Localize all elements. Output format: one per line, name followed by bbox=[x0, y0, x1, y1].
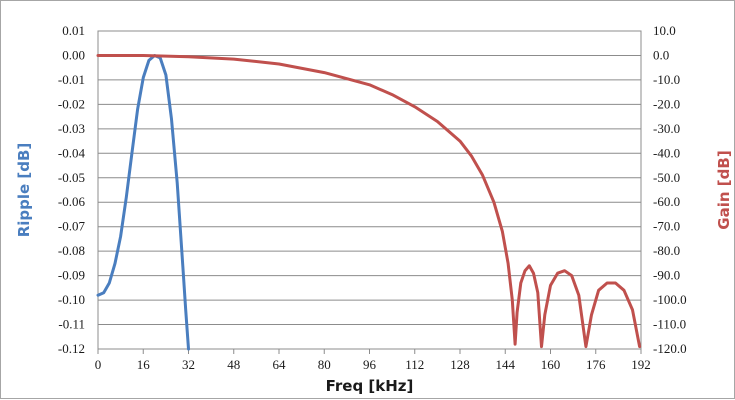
gain-series-line bbox=[96, 54, 642, 349]
x-tick-label: 144 bbox=[496, 357, 516, 372]
y-left-tick-label: -0.12 bbox=[58, 341, 85, 356]
y-right-tick-label: -90.0 bbox=[653, 268, 680, 283]
x-tick-label: 32 bbox=[182, 357, 195, 372]
y-left-tick-label: -0.03 bbox=[58, 121, 85, 136]
y-right-tick-label: -50.0 bbox=[653, 170, 680, 185]
y-right-tick-label: -100.0 bbox=[653, 292, 687, 307]
x-tick-label: 192 bbox=[631, 357, 651, 372]
y-left-tick-label: -0.02 bbox=[58, 96, 85, 111]
x-tick-label: 112 bbox=[405, 357, 424, 372]
plot-area bbox=[98, 31, 641, 349]
y-right-tick-label: -20.0 bbox=[653, 96, 680, 111]
y-right-tick-label: -120.0 bbox=[653, 341, 687, 356]
x-tick-label: 16 bbox=[137, 357, 151, 372]
y-right-tick-label: -10.0 bbox=[653, 72, 680, 87]
x-tick-label: 176 bbox=[586, 357, 606, 372]
x-tick-label: 64 bbox=[273, 357, 287, 372]
y-left-tick-label: -0.08 bbox=[58, 243, 85, 258]
y-left-tick-label: -0.10 bbox=[58, 292, 85, 307]
y-left-tick-label: -0.01 bbox=[58, 72, 85, 87]
y-right-tick-label: 0.0 bbox=[653, 47, 669, 62]
y-right-tick-label: -110.0 bbox=[653, 317, 686, 332]
x-tick-label: 96 bbox=[363, 357, 377, 372]
y-left-tick-label: -0.05 bbox=[58, 170, 85, 185]
y-left-tick-label: -0.11 bbox=[58, 317, 85, 332]
y-left-tick-label: -0.07 bbox=[58, 219, 86, 234]
y-right-tick-label: -40.0 bbox=[653, 145, 680, 160]
y-right-axis-title: Gain [dB] bbox=[715, 150, 733, 229]
x-axis-title: Freq [kHz] bbox=[326, 377, 414, 395]
y-left-tick-label: 0.01 bbox=[62, 23, 85, 38]
x-tick-label: 48 bbox=[227, 357, 240, 372]
y-left-tick-label: 0.00 bbox=[62, 47, 85, 62]
y-left-axis-title: Ripple [dB] bbox=[15, 143, 33, 238]
y-right-tick-label: -30.0 bbox=[653, 121, 680, 136]
ripple-series-line bbox=[96, 54, 190, 351]
x-tick-label: 160 bbox=[541, 357, 561, 372]
x-tick-label: 0 bbox=[95, 357, 102, 372]
y-left-tick-label: -0.09 bbox=[58, 268, 85, 283]
x-tick-label: 80 bbox=[318, 357, 331, 372]
y-left-tick-label: -0.06 bbox=[58, 194, 86, 209]
x-tick-label: 128 bbox=[450, 357, 470, 372]
y-right-tick-label: -70.0 bbox=[653, 219, 680, 234]
y-left-tick-label: -0.04 bbox=[58, 145, 86, 160]
y-right-tick-label: -80.0 bbox=[653, 243, 680, 258]
y-right-tick-label: -60.0 bbox=[653, 194, 680, 209]
y-right-tick-label: 10.0 bbox=[653, 23, 676, 38]
